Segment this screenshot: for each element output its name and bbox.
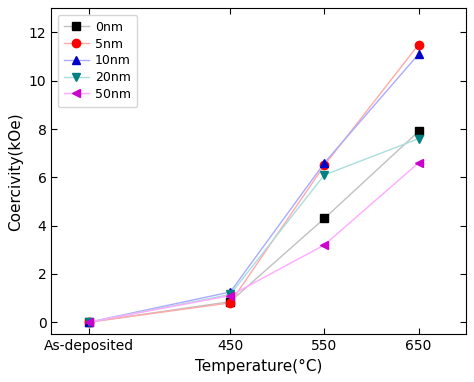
20nm — [321, 173, 327, 177]
50nm — [86, 320, 92, 324]
50nm — [416, 160, 421, 165]
20nm — [416, 136, 421, 141]
X-axis label: Temperature(°C): Temperature(°C) — [195, 359, 322, 374]
20nm — [86, 320, 92, 324]
0nm — [86, 320, 92, 324]
Y-axis label: Coercivity(kOe): Coercivity(kOe) — [9, 112, 23, 231]
Line: 10nm: 10nm — [85, 50, 423, 326]
5nm — [321, 163, 327, 168]
Line: 50nm: 50nm — [85, 159, 423, 326]
Line: 0nm: 0nm — [85, 127, 423, 326]
5nm — [86, 320, 92, 324]
10nm — [86, 320, 92, 324]
0nm — [228, 299, 233, 304]
50nm — [321, 243, 327, 247]
5nm — [228, 301, 233, 305]
20nm — [228, 292, 233, 297]
0nm — [416, 129, 421, 134]
5nm — [416, 42, 421, 47]
50nm — [228, 293, 233, 298]
Line: 5nm: 5nm — [85, 40, 423, 326]
10nm — [228, 290, 233, 294]
10nm — [321, 160, 327, 165]
Legend: 0nm, 5nm, 10nm, 20nm, 50nm: 0nm, 5nm, 10nm, 20nm, 50nm — [58, 15, 137, 107]
0nm — [321, 216, 327, 221]
10nm — [416, 52, 421, 57]
Line: 20nm: 20nm — [85, 134, 423, 326]
